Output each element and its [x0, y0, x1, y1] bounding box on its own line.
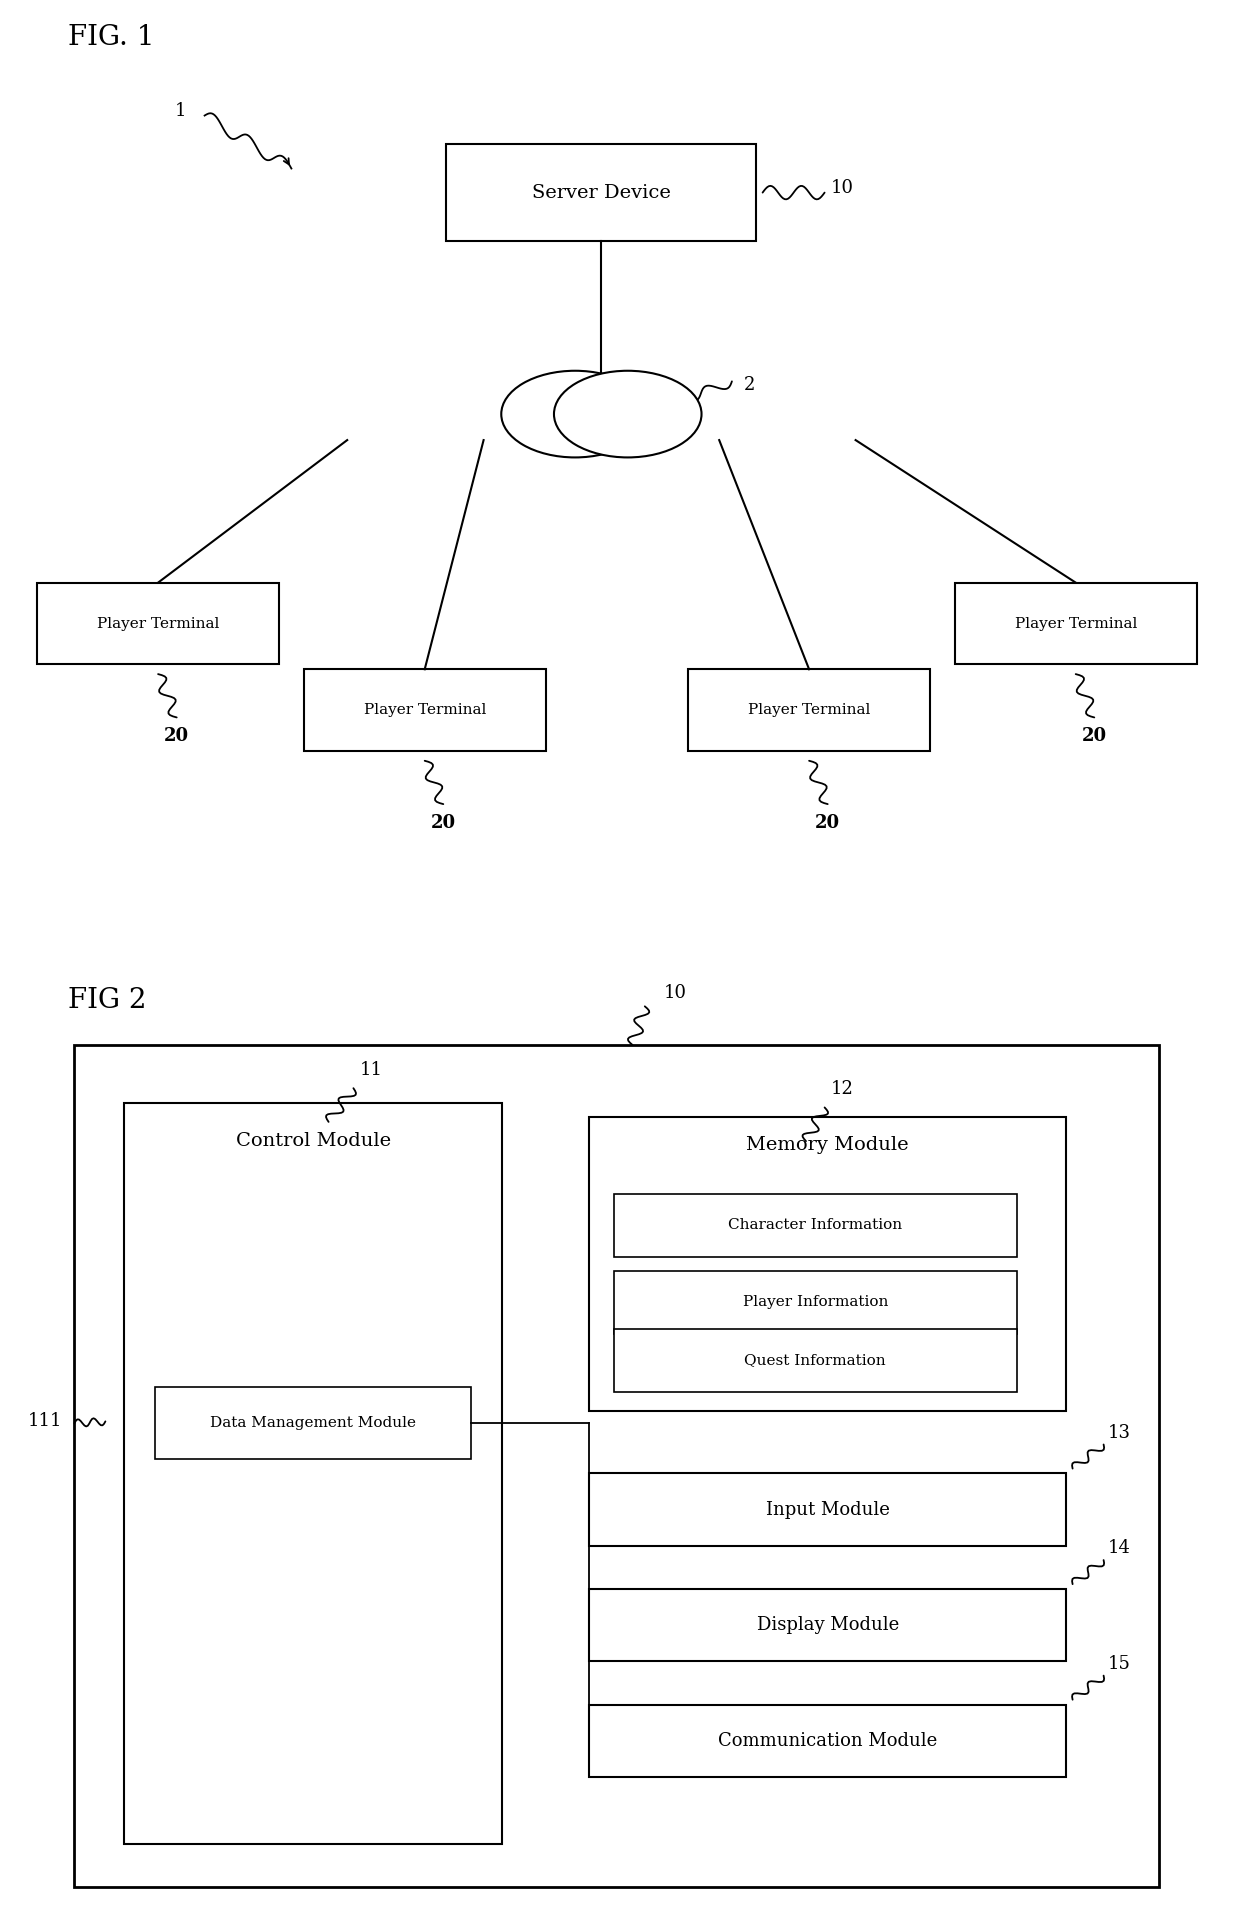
- Text: Quest Information: Quest Information: [744, 1354, 887, 1367]
- Text: 111: 111: [27, 1412, 62, 1431]
- FancyBboxPatch shape: [446, 144, 756, 241]
- FancyBboxPatch shape: [304, 668, 546, 751]
- Text: Control Module: Control Module: [236, 1132, 391, 1150]
- Text: 20: 20: [815, 813, 841, 832]
- Text: 10: 10: [831, 179, 854, 196]
- Text: 12: 12: [831, 1080, 853, 1098]
- Text: Server Device: Server Device: [532, 183, 671, 202]
- FancyBboxPatch shape: [37, 582, 279, 664]
- FancyBboxPatch shape: [589, 1589, 1066, 1660]
- Text: 13: 13: [1107, 1423, 1131, 1441]
- Text: Input Module: Input Module: [766, 1500, 889, 1518]
- Ellipse shape: [501, 370, 649, 458]
- Text: 20: 20: [430, 813, 456, 832]
- FancyBboxPatch shape: [589, 1705, 1066, 1776]
- Text: FIG. 1: FIG. 1: [68, 23, 155, 52]
- FancyBboxPatch shape: [589, 1117, 1066, 1410]
- Text: 20: 20: [164, 726, 190, 745]
- Text: Player Information: Player Information: [743, 1296, 888, 1310]
- FancyBboxPatch shape: [74, 1044, 1159, 1887]
- Text: Character Information: Character Information: [728, 1219, 903, 1233]
- Text: 15: 15: [1107, 1654, 1130, 1672]
- FancyBboxPatch shape: [589, 1473, 1066, 1545]
- FancyBboxPatch shape: [614, 1329, 1017, 1391]
- FancyBboxPatch shape: [155, 1387, 471, 1460]
- Text: Player Terminal: Player Terminal: [363, 703, 486, 716]
- FancyBboxPatch shape: [124, 1102, 502, 1845]
- FancyBboxPatch shape: [614, 1194, 1017, 1256]
- FancyBboxPatch shape: [955, 582, 1197, 664]
- Text: FIG 2: FIG 2: [68, 986, 146, 1015]
- FancyBboxPatch shape: [688, 668, 930, 751]
- Text: 10: 10: [663, 984, 687, 1002]
- Text: Display Module: Display Module: [756, 1616, 899, 1633]
- Text: 20: 20: [1081, 726, 1107, 745]
- Text: 14: 14: [1107, 1539, 1130, 1556]
- Text: 11: 11: [360, 1061, 383, 1079]
- Text: 2: 2: [744, 376, 755, 395]
- Text: Player Terminal: Player Terminal: [1014, 616, 1137, 630]
- Text: 1: 1: [175, 102, 186, 119]
- Text: Communication Module: Communication Module: [718, 1731, 937, 1749]
- Text: Data Management Module: Data Management Module: [210, 1416, 417, 1429]
- Text: Memory Module: Memory Module: [746, 1136, 909, 1154]
- Ellipse shape: [554, 370, 702, 458]
- FancyBboxPatch shape: [614, 1271, 1017, 1333]
- Text: Player Terminal: Player Terminal: [97, 616, 219, 630]
- Text: Player Terminal: Player Terminal: [748, 703, 870, 716]
